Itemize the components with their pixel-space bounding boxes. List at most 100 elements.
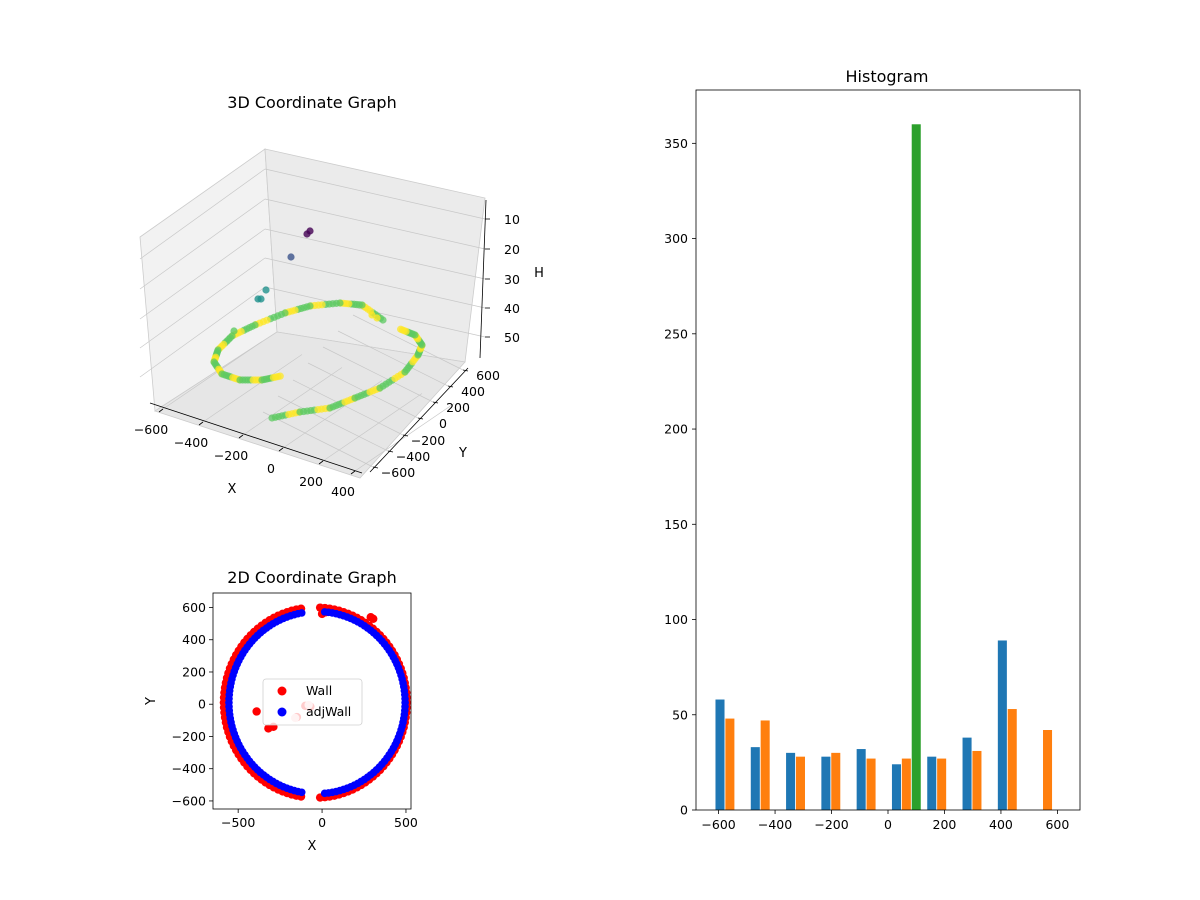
y-tick-label-3d: 600 <box>476 368 500 383</box>
y-tick-label-histogram: 300 <box>664 231 688 246</box>
x-tick-label-3d: 400 <box>331 484 355 499</box>
y-tick-label-3d: 0 <box>439 416 447 431</box>
point-3d <box>397 325 405 333</box>
x-gridline-3d <box>322 393 423 462</box>
adjwall-point <box>401 702 409 711</box>
y-gridline-3d <box>292 379 404 436</box>
x-axis-label-2d: X <box>308 839 317 854</box>
y-tick-3d <box>462 369 469 372</box>
x-tick-label-histogram: 200 <box>933 817 957 832</box>
x-tick-label-histogram: 400 <box>989 817 1013 832</box>
point-3d <box>262 286 270 294</box>
point-3d <box>276 372 284 380</box>
x-gridline-3d <box>202 354 303 423</box>
x-tick-label-histogram: −600 <box>701 817 735 832</box>
bar-orange <box>1007 709 1017 810</box>
y-gridline-3d <box>322 346 434 403</box>
y-tick-label-histogram: 200 <box>664 422 688 437</box>
x-tick-label-histogram: 600 <box>1045 817 1069 832</box>
z-gridline-3d <box>264 257 486 309</box>
y-tick-3d <box>432 401 439 404</box>
bar-blue <box>821 756 831 810</box>
y-tick-label-histogram: 50 <box>672 707 688 722</box>
z-tick-label-3d: 10 <box>504 212 520 227</box>
z-tick-label-3d: 30 <box>504 272 520 287</box>
legend-2d: Wall adjWall <box>262 678 363 726</box>
bar-blue <box>997 640 1007 810</box>
x-axis-line <box>149 402 363 474</box>
bar-orange <box>1043 730 1053 810</box>
z-axis-label-3d: H <box>534 266 544 281</box>
x-tick-3d <box>158 408 164 413</box>
grid-3d <box>139 168 486 472</box>
y-tick-3d <box>447 385 454 388</box>
point-3d <box>230 327 238 335</box>
z-tick-label-3d: 50 <box>504 330 520 345</box>
x-tick-label-2d: 0 <box>318 815 326 830</box>
x-tick-label-3d: −400 <box>174 435 208 450</box>
y-gridline-3d <box>277 395 389 452</box>
bar-green <box>911 124 921 811</box>
x-tick-3d <box>238 434 244 439</box>
x-tick-label-3d: −200 <box>214 448 248 463</box>
bar-blue <box>856 749 866 810</box>
axes-frame-histogram <box>695 89 1081 811</box>
x-tick-label-3d: −600 <box>134 422 168 437</box>
y-tick-label-3d: −400 <box>396 449 430 464</box>
bar-orange <box>866 758 876 810</box>
bar-orange <box>831 752 841 810</box>
z-gridline-3d <box>139 257 266 349</box>
pane-floor <box>154 331 466 479</box>
x-tick-3d <box>318 460 324 465</box>
histogram-bars <box>715 124 1053 811</box>
y-tick-label-histogram: 100 <box>664 612 688 627</box>
bar-blue <box>750 747 760 810</box>
histogram-title: Histogram <box>846 67 929 86</box>
x-tick-label-2d: −500 <box>221 815 255 830</box>
z-axis-line <box>479 199 487 359</box>
adjwall-point <box>297 788 306 797</box>
point-3d <box>287 253 295 261</box>
bar-orange <box>901 758 911 810</box>
z-gridline-3d <box>264 198 486 250</box>
x-gridline-3d <box>162 341 263 410</box>
legend-marker-wall <box>277 686 287 696</box>
chart-histogram: Histogram −600 −400 −200 0 200 400 600 0 50 100 15… <box>664 67 1081 832</box>
x-gridline-3d <box>354 403 455 472</box>
x-gridline-3d <box>242 367 343 436</box>
axes-frame-2d <box>212 592 412 810</box>
ticks-2d: −500 0 500 −600 −400 −200 0 200 400 600 <box>172 600 418 830</box>
legend-box <box>262 678 363 726</box>
z-gridline-3d <box>264 228 486 280</box>
y-tick-label-2d: 200 <box>182 664 206 679</box>
legend-label-wall: Wall <box>306 683 332 698</box>
y-tick-label-histogram: 250 <box>664 326 688 341</box>
x-tick-3d <box>278 447 284 452</box>
points-2d <box>219 603 412 802</box>
x-tick-label-histogram: −200 <box>814 817 848 832</box>
pane-back <box>264 148 486 363</box>
legend-marker-adjwall <box>277 707 287 717</box>
y-tick-3d <box>387 450 394 453</box>
point-3d <box>306 227 314 235</box>
z-gridline-3d <box>139 198 266 290</box>
bar-orange <box>725 718 735 810</box>
y-tick-label-histogram: 150 <box>664 517 688 532</box>
point-3d <box>373 314 381 322</box>
y-tick-label-2d: −600 <box>172 793 206 808</box>
adjwall-point <box>320 608 329 616</box>
histogram-ticks: −600 −400 −200 0 200 400 600 0 50 100 150 200 250 300… <box>664 136 1069 832</box>
chart-3d-title: 3D Coordinate Graph <box>227 93 396 112</box>
x-axis-label-3d: X <box>228 482 237 497</box>
y-tick-label-2d: 400 <box>182 632 206 647</box>
x-tick-3d <box>198 421 204 426</box>
bar-blue <box>891 764 901 810</box>
bar-orange <box>937 758 947 810</box>
y-gridline-3d <box>352 314 464 371</box>
y-gridline-3d <box>262 411 374 468</box>
x-tick-label-2d: 500 <box>394 815 418 830</box>
bar-orange <box>760 720 770 810</box>
y-tick-3d <box>372 466 379 469</box>
z-gridline-3d <box>264 168 486 220</box>
